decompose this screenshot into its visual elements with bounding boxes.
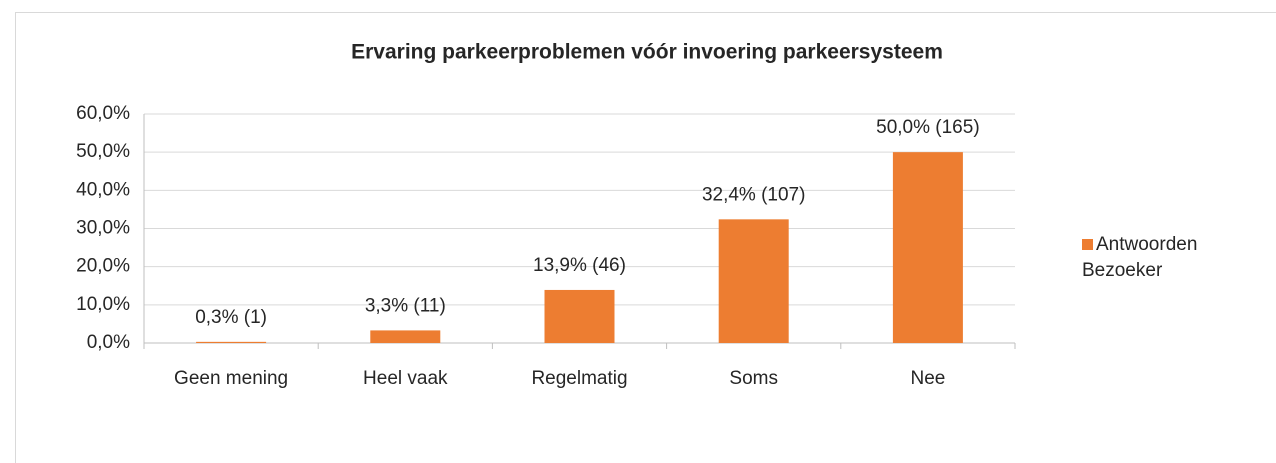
- y-tick-label: 20,0%: [76, 256, 130, 277]
- chart-border: [15, 12, 1276, 463]
- x-tick-label: Heel vaak: [363, 368, 448, 389]
- value-label: 50,0% (165): [876, 117, 980, 138]
- bar: [370, 330, 441, 343]
- x-tick-label: Geen mening: [174, 368, 288, 389]
- legend-swatch: [1082, 239, 1093, 250]
- x-tick-label: Nee: [910, 368, 945, 389]
- x-tick-label: Soms: [729, 368, 778, 389]
- bar: [892, 152, 963, 343]
- chart-title: Ervaring parkeerproblemen vóór invoering…: [351, 41, 943, 64]
- y-tick-label: 60,0%: [76, 103, 130, 124]
- value-label: 0,3% (1): [195, 307, 267, 328]
- legend: Antwoorden Bezoeker: [1082, 232, 1252, 284]
- legend-label: Antwoorden Bezoeker: [1082, 234, 1198, 281]
- bar: [196, 341, 267, 343]
- x-tick-label: Regelmatig: [531, 368, 627, 389]
- value-label: 32,4% (107): [702, 184, 806, 205]
- y-tick-label: 50,0%: [76, 141, 130, 162]
- y-tick-label: 10,0%: [76, 294, 130, 315]
- value-label: 3,3% (11): [365, 295, 446, 316]
- bar: [718, 219, 789, 343]
- y-tick-label: 0,0%: [87, 332, 130, 353]
- value-label: 13,9% (46): [533, 255, 626, 276]
- bar: [544, 289, 615, 343]
- y-tick-label: 30,0%: [76, 218, 130, 239]
- y-tick-label: 40,0%: [76, 179, 130, 200]
